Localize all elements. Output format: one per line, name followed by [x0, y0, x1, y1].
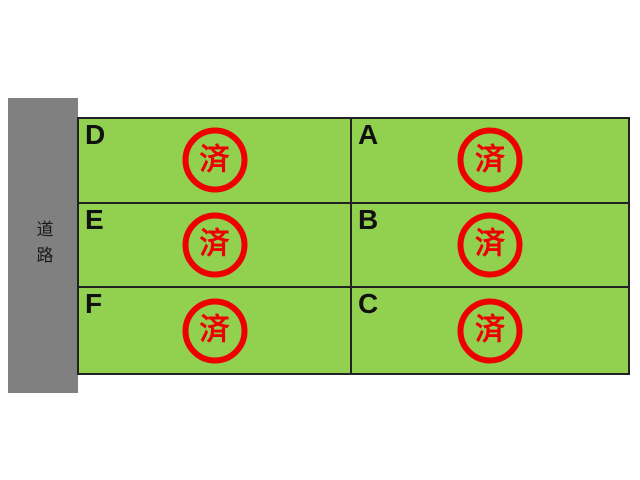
done-stamp-text: 済 — [199, 143, 230, 177]
plot-cell-d-label: D — [85, 119, 106, 150]
plot-cell-c-label: C — [358, 288, 379, 320]
done-stamp-circle: 済 — [457, 298, 523, 364]
road-label: 道路 — [33, 219, 53, 272]
plot-cell-c: C 済 — [352, 288, 628, 373]
plot-cell-b: B 済 — [352, 204, 628, 289]
done-stamp-text: 済 — [475, 227, 505, 261]
done-stamp-text: 済 — [199, 313, 230, 347]
plot-grid: D 済 A 済 E 済 B 済 F 済 — [77, 117, 630, 375]
plot-cell-e-label: E — [85, 203, 104, 235]
done-stamp-circle: 済 — [182, 127, 247, 193]
road-bar: 道路 — [8, 98, 78, 393]
plot-cell-a: A 済 — [352, 119, 628, 204]
plot-cell-f-label: F — [85, 288, 103, 320]
plot-cell-f: F 済 — [79, 288, 352, 373]
done-stamp-circle: 済 — [457, 127, 523, 193]
done-stamp-circle: 済 — [182, 298, 247, 364]
plot-cell-d: D 済 — [79, 119, 352, 204]
done-stamp-text: 済 — [199, 227, 230, 261]
plot-cell-a-label: A — [358, 119, 379, 150]
done-stamp-text: 済 — [475, 313, 505, 347]
done-stamp-circle: 済 — [182, 212, 247, 278]
done-stamp-circle: 済 — [457, 212, 523, 278]
plot-cell-b-label: B — [358, 203, 379, 235]
done-stamp-text: 済 — [475, 143, 505, 177]
plot-cell-e: E 済 — [79, 203, 352, 289]
